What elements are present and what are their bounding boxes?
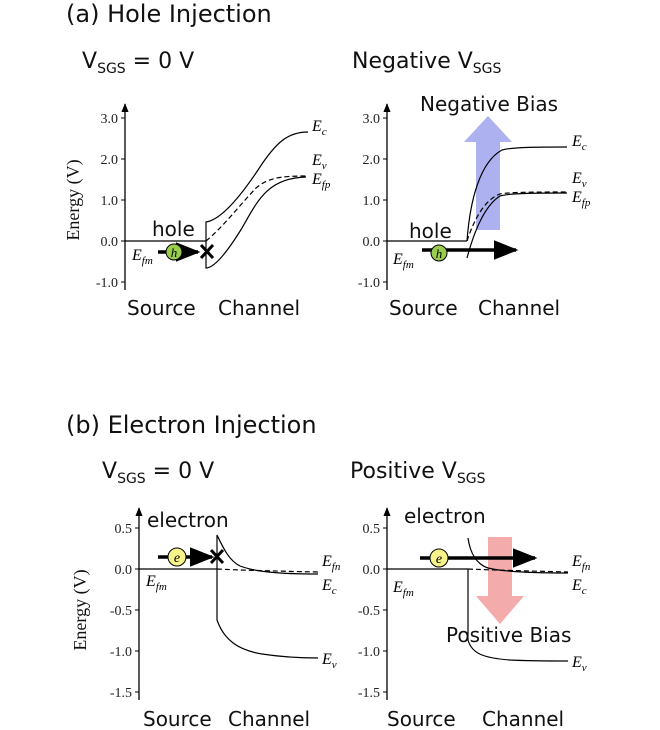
band-label-efn: Efn <box>321 553 341 573</box>
blocked-x-icon <box>209 548 225 565</box>
tick-label: 2.0 <box>101 153 119 168</box>
channel-label: Channel <box>478 296 560 320</box>
hole-carrier-icon <box>430 244 448 262</box>
source-label: Source <box>127 296 196 320</box>
band-label-ev: Ev <box>311 152 327 172</box>
y-axis-label: Energy (V) <box>70 569 91 650</box>
valence-band-curve <box>216 569 319 659</box>
tick-label: 1.0 <box>101 194 119 209</box>
carrier-label-hole: hole <box>409 219 452 243</box>
y-ticks <box>383 527 387 693</box>
tick-label: 3.0 <box>101 112 119 127</box>
tick-label: -1.0 <box>96 276 118 291</box>
tick-label: -1.5 <box>110 686 132 701</box>
electron-fermi-level-dashed <box>467 568 569 573</box>
source-label: Source <box>387 707 456 730</box>
band-label-ev: Ev <box>321 651 337 671</box>
tick-label: -1.5 <box>358 686 380 701</box>
y-axis-label: Energy (V) <box>63 159 84 240</box>
tick-label: 0.0 <box>363 563 381 578</box>
band-label-efm: Efm <box>392 251 414 271</box>
tick-label: 3.0 <box>363 112 381 127</box>
positive-bias-arrow <box>476 537 524 624</box>
electron-carrier-symbol: e <box>436 552 442 567</box>
tick-label: 0.5 <box>363 522 381 537</box>
band-label-efm: Efm <box>392 579 414 599</box>
source-label: Source <box>389 296 458 320</box>
electron-carrier-icon <box>429 548 449 568</box>
tick-label: 1.0 <box>363 194 381 209</box>
band-label-efn: Efn <box>571 553 591 573</box>
band-label-ec: Ec <box>571 133 587 153</box>
tick-label: -0.5 <box>110 604 132 619</box>
panel-b-title: (b) Electron Injection <box>66 411 317 439</box>
tick-label: -1.0 <box>358 276 380 291</box>
negative-bias-arrow <box>464 116 512 230</box>
band-label-ec: Ec <box>311 118 327 138</box>
hole-carrier-symbol: h <box>436 246 443 261</box>
valence-band-curve <box>466 192 568 259</box>
panel-a-left-condition: VSGS = 0 V <box>82 49 194 77</box>
channel-label: Channel <box>482 707 564 730</box>
band-label-efm: Efm <box>131 247 153 267</box>
electron-carrier-icon <box>167 547 187 567</box>
source-label: Source <box>143 707 212 730</box>
chart-hole-zero-bias: 3.0 2.0 1.0 0.0 -1.0 Energy (V) Ec Ev Ef… <box>63 103 331 320</box>
carrier-label-electron: electron <box>147 508 229 532</box>
conduction-band-curve <box>466 146 568 242</box>
tick-label: 2.0 <box>363 153 381 168</box>
carrier-label-electron: electron <box>404 504 486 528</box>
y-ticks <box>383 117 387 283</box>
tick-label: 0.0 <box>115 563 133 578</box>
conduction-band-curve <box>467 537 569 574</box>
hole-carrier-symbol: h <box>171 245 178 260</box>
conduction-band-curve <box>216 534 319 575</box>
channel-label: Channel <box>218 296 300 320</box>
panel-b-right-condition: Positive VSGS <box>350 459 486 487</box>
panel-a-right-condition: Negative VSGS <box>352 49 502 77</box>
tick-label: 0.0 <box>363 235 381 250</box>
panel-b-left-condition: VSGS = 0 V <box>102 459 214 487</box>
hole-fermi-level-dashed <box>205 175 307 242</box>
electron-carrier-symbol: e <box>174 551 180 566</box>
panel-a-title: (a) Hole Injection <box>66 0 272 28</box>
tick-label: -0.5 <box>358 604 380 619</box>
y-ticks <box>121 117 125 283</box>
conduction-band-curve <box>205 131 309 241</box>
tick-label: -1.0 <box>358 645 380 660</box>
chart-electron-zero-bias: 0.5 0.0 -0.5 -1.0 -1.5 Energy (V) Efn Ec… <box>70 507 341 730</box>
band-label-efp: Efp <box>571 189 591 209</box>
chart-hole-negative-bias: 3.0 2.0 1.0 0.0 -1.0 Negative Bias Ec Ev… <box>358 92 591 320</box>
band-label-ev: Ev <box>571 654 587 674</box>
blocked-x-icon <box>199 243 215 260</box>
tick-label: 0.0 <box>101 235 119 250</box>
carrier-label-hole: hole <box>152 217 195 241</box>
band-label-efm: Efm <box>145 573 167 593</box>
tick-label: 0.5 <box>115 522 133 537</box>
band-label-ec: Ec <box>571 577 587 597</box>
y-ticks <box>135 527 139 693</box>
channel-label: Channel <box>228 707 310 730</box>
negative-bias-label: Negative Bias <box>420 92 558 116</box>
valence-band-curve <box>467 569 569 662</box>
chart-electron-positive-bias: 0.5 0.0 -0.5 -1.0 -1.5 Efn Ec Ev Efm ele… <box>358 504 591 730</box>
hole-carrier-icon <box>165 243 183 261</box>
valence-band-curve <box>205 176 307 269</box>
tick-label: -1.0 <box>110 645 132 660</box>
band-label-ec: Ec <box>321 577 337 597</box>
positive-bias-label: Positive Bias <box>446 623 571 647</box>
hole-fermi-level-dashed <box>466 191 568 242</box>
band-label-efp: Efp <box>311 171 331 191</box>
band-label-ev: Ev <box>571 170 587 190</box>
